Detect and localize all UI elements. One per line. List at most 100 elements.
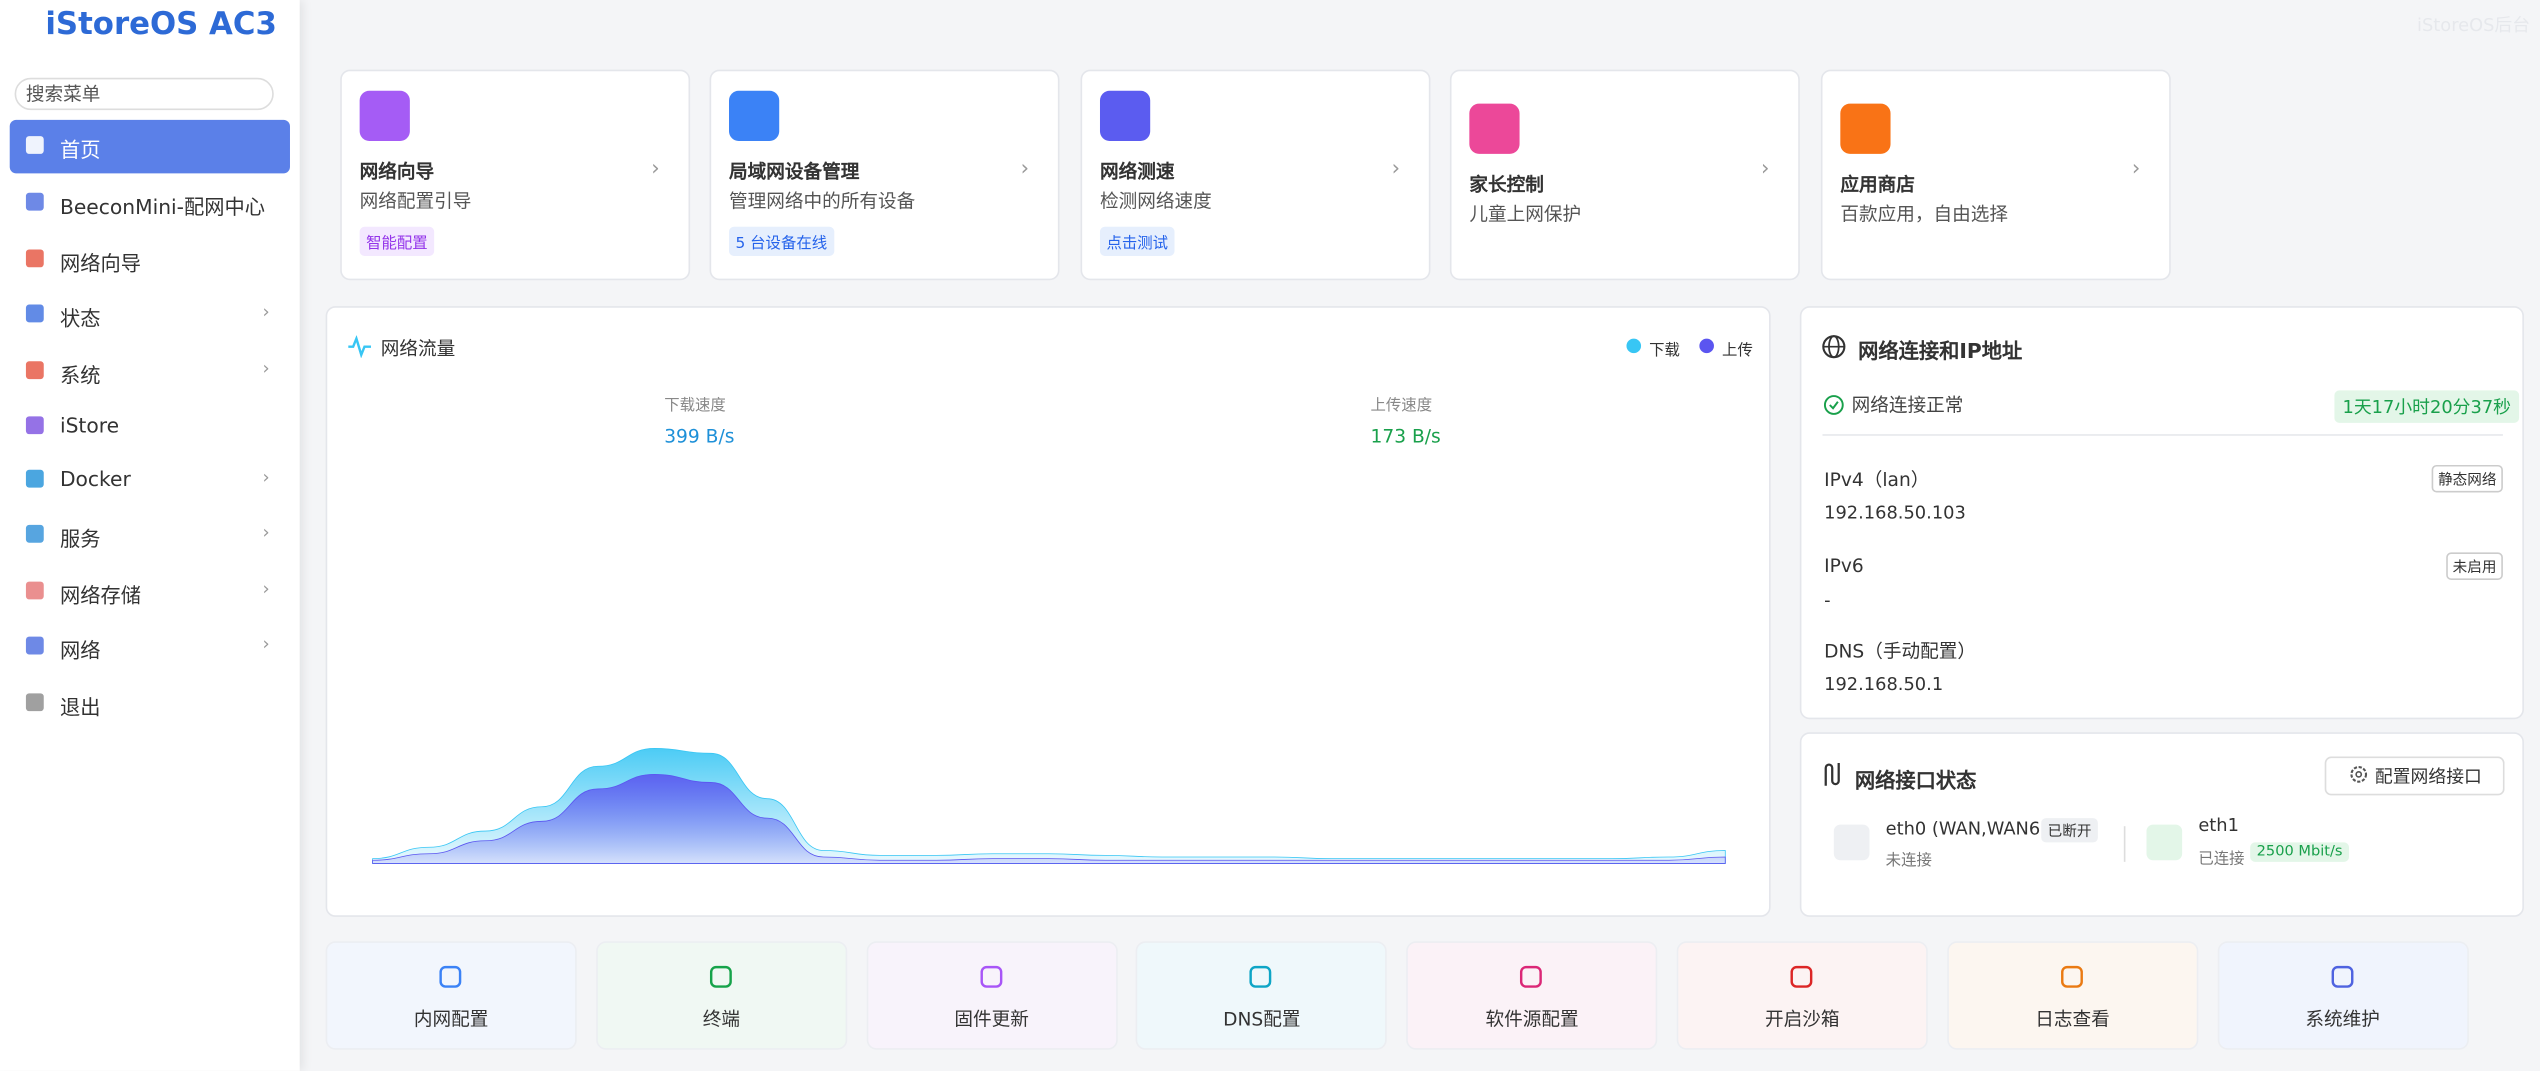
menu-item[interactable]: BeeconMini-配网中心	[59, 194, 265, 219]
upload-value: 173 B/s	[1370, 424, 1441, 448]
menu-item[interactable]: 退出	[59, 694, 101, 720]
port-name: eth0 (WAN,WAN6)	[1885, 818, 2048, 840]
card-title: 网络向导	[359, 160, 435, 184]
interfaces-title: 网络接口状态	[1854, 767, 1977, 793]
menu-icon	[25, 136, 44, 154]
menu-arrow: ›	[262, 578, 270, 600]
card-tag: 智能配置	[359, 226, 435, 256]
menu-item[interactable]: Docker	[59, 466, 131, 491]
shortcut-tile[interactable]: 软件源配置	[1406, 941, 1658, 1050]
legend-dot	[1699, 338, 1714, 354]
uptime: 1天17小时20分37秒	[2334, 390, 2520, 423]
config-button-label[interactable]: 配置网络接口	[2374, 766, 2482, 788]
network-panel	[1799, 306, 2524, 720]
menu-item[interactable]: 服务	[59, 526, 101, 551]
traffic-area	[372, 773, 1726, 864]
card-tag: 5 台设备在线	[729, 226, 834, 256]
brand: iStoreOS AC3	[45, 6, 277, 43]
divider	[1822, 434, 2503, 436]
config-button[interactable]	[2324, 756, 2505, 796]
tile-label: DNS配置	[1223, 1007, 1301, 1031]
card-arrow: ›	[1760, 157, 1770, 182]
ip-value: -	[1824, 589, 1831, 611]
tile-label: 内网配置	[413, 1007, 489, 1031]
network-status: 网络连接正常	[1851, 393, 1964, 417]
port-name: eth1	[2198, 814, 2239, 836]
card-icon	[359, 90, 410, 141]
gear-icon	[2350, 766, 2368, 783]
network-title: 网络连接和IP地址	[1858, 338, 2023, 363]
tile-label: 软件源配置	[1485, 1007, 1579, 1031]
card-title: 应用商店	[1840, 173, 1915, 197]
menu-item[interactable]: 网络	[59, 638, 101, 663]
tile-label: 终端	[702, 1007, 741, 1031]
upload-label: 上传速度	[1370, 396, 1433, 415]
interfaces-panel	[1799, 732, 2524, 917]
port-badge	[1833, 824, 1870, 861]
download-label: 下载速度	[664, 396, 726, 415]
tile-label: 日志查看	[2035, 1007, 2110, 1031]
shortcut-tile[interactable]: 终端	[595, 941, 847, 1050]
tile-icon	[439, 965, 462, 988]
menu-arrow: ›	[262, 301, 270, 323]
card-arrow: ›	[1391, 157, 1401, 182]
shortcut-tile[interactable]: 系统维护	[2217, 941, 2469, 1050]
tile-icon	[2060, 965, 2083, 988]
menu-icon	[25, 304, 44, 323]
port-badge	[2146, 824, 2183, 861]
ip-value: 192.168.50.1	[1824, 673, 1944, 695]
shortcut-tile[interactable]: 内网配置	[325, 941, 577, 1050]
card-arrow: ›	[2131, 157, 2141, 182]
shortcut-tile[interactable]: 固件更新	[866, 941, 1118, 1050]
watermark: iStoreOS后台	[2417, 14, 2531, 36]
card-arrow: ›	[651, 157, 660, 182]
ip-badge: 静态网络	[2431, 464, 2503, 493]
download-value: 399 B/s	[664, 424, 735, 448]
menu-item[interactable]: 系统	[59, 362, 101, 388]
card-icon	[1099, 90, 1151, 141]
port-speed: 2500 Mbit/s	[2250, 842, 2349, 862]
pulse-icon	[348, 335, 371, 359]
ip-badge: 未启用	[2446, 552, 2503, 580]
menu-item[interactable]: 状态	[59, 306, 101, 331]
card-title: 家长控制	[1469, 173, 1544, 197]
shortcut-tile[interactable]: 日志查看	[1946, 941, 2199, 1050]
port-status: 已连接	[2198, 850, 2245, 869]
menu-icon	[25, 192, 44, 211]
menu-item[interactable]: 首页	[59, 137, 101, 162]
port-status: 未连接	[1885, 852, 1932, 870]
legend-label: 下载	[1649, 341, 1680, 360]
ip-value: 192.168.50.103	[1824, 502, 1966, 524]
ip-label: IPv6	[1824, 554, 1864, 577]
card-icon	[1840, 103, 1891, 154]
check-icon	[1823, 395, 1844, 415]
traffic-title: 网络流量	[380, 336, 456, 360]
menu-item[interactable]: iStore	[59, 413, 120, 438]
card-desc: 管理网络中的所有设备	[729, 189, 916, 213]
divider	[2123, 826, 2126, 862]
menu-item[interactable]: 网络向导	[59, 251, 141, 276]
card-desc: 儿童上网保护	[1469, 202, 1582, 226]
menu-item[interactable]: 网络存储	[59, 583, 141, 608]
menu-arrow: ›	[262, 521, 270, 543]
shortcut-tile[interactable]: 开启沙箱	[1676, 941, 1928, 1050]
tile-label: 开启沙箱	[1764, 1007, 1840, 1031]
card-icon	[1469, 103, 1520, 154]
menu-icon	[25, 524, 44, 543]
globe-icon	[1822, 335, 1846, 359]
tile-icon	[979, 965, 1002, 988]
menu-arrow: ›	[262, 633, 270, 655]
card-tag: 点击测试	[1099, 226, 1175, 256]
card-desc: 网络配置引导	[359, 189, 472, 213]
legend-dot	[1626, 338, 1642, 354]
card-title: 局域网设备管理	[729, 160, 860, 184]
tile-icon	[1250, 965, 1272, 988]
menu-icon	[25, 581, 44, 600]
tile-icon	[1790, 965, 1813, 988]
tile-label: 系统维护	[2305, 1007, 2380, 1031]
menu-icon	[25, 249, 44, 268]
search-input[interactable]: 搜索菜单	[14, 77, 274, 111]
shortcut-tile[interactable]: DNS配置	[1136, 941, 1388, 1050]
